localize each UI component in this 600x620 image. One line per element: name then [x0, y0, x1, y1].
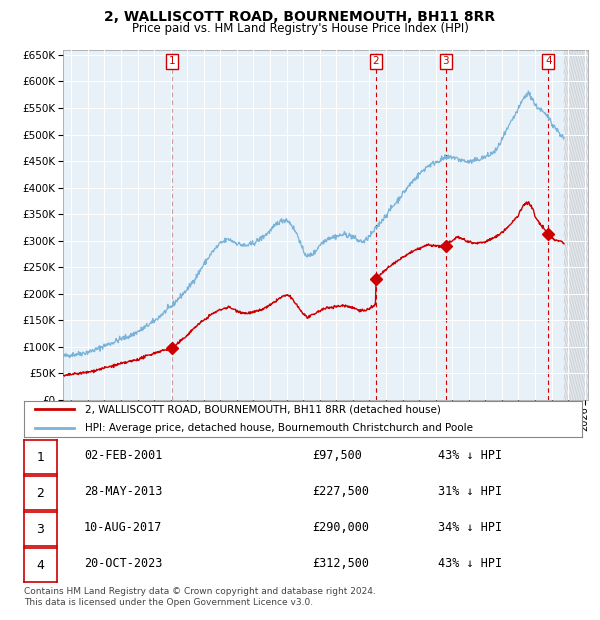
Text: 28-MAY-2013: 28-MAY-2013 — [84, 485, 163, 498]
Text: 4: 4 — [37, 559, 44, 572]
Text: £312,500: £312,500 — [312, 557, 369, 570]
Text: HPI: Average price, detached house, Bournemouth Christchurch and Poole: HPI: Average price, detached house, Bour… — [85, 423, 473, 433]
Text: 10-AUG-2017: 10-AUG-2017 — [84, 521, 163, 534]
Text: £290,000: £290,000 — [312, 521, 369, 534]
Text: 02-FEB-2001: 02-FEB-2001 — [84, 449, 163, 462]
Text: 20-OCT-2023: 20-OCT-2023 — [84, 557, 163, 570]
Text: 34% ↓ HPI: 34% ↓ HPI — [438, 521, 502, 534]
Text: 2: 2 — [37, 487, 44, 500]
Text: 31% ↓ HPI: 31% ↓ HPI — [438, 485, 502, 498]
Text: £227,500: £227,500 — [312, 485, 369, 498]
Text: 43% ↓ HPI: 43% ↓ HPI — [438, 449, 502, 462]
Text: 4: 4 — [545, 56, 551, 66]
Text: 3: 3 — [442, 56, 449, 66]
Text: 2, WALLISCOTT ROAD, BOURNEMOUTH, BH11 8RR (detached house): 2, WALLISCOTT ROAD, BOURNEMOUTH, BH11 8R… — [85, 404, 441, 414]
Text: 2, WALLISCOTT ROAD, BOURNEMOUTH, BH11 8RR: 2, WALLISCOTT ROAD, BOURNEMOUTH, BH11 8R… — [104, 10, 496, 24]
Text: £97,500: £97,500 — [312, 449, 362, 462]
Text: 3: 3 — [37, 523, 44, 536]
Text: 2: 2 — [373, 56, 379, 66]
Text: 43% ↓ HPI: 43% ↓ HPI — [438, 557, 502, 570]
Text: 1: 1 — [37, 451, 44, 464]
Text: 1: 1 — [169, 56, 175, 66]
Text: Price paid vs. HM Land Registry's House Price Index (HPI): Price paid vs. HM Land Registry's House … — [131, 22, 469, 35]
Text: Contains HM Land Registry data © Crown copyright and database right 2024.
This d: Contains HM Land Registry data © Crown c… — [24, 587, 376, 606]
